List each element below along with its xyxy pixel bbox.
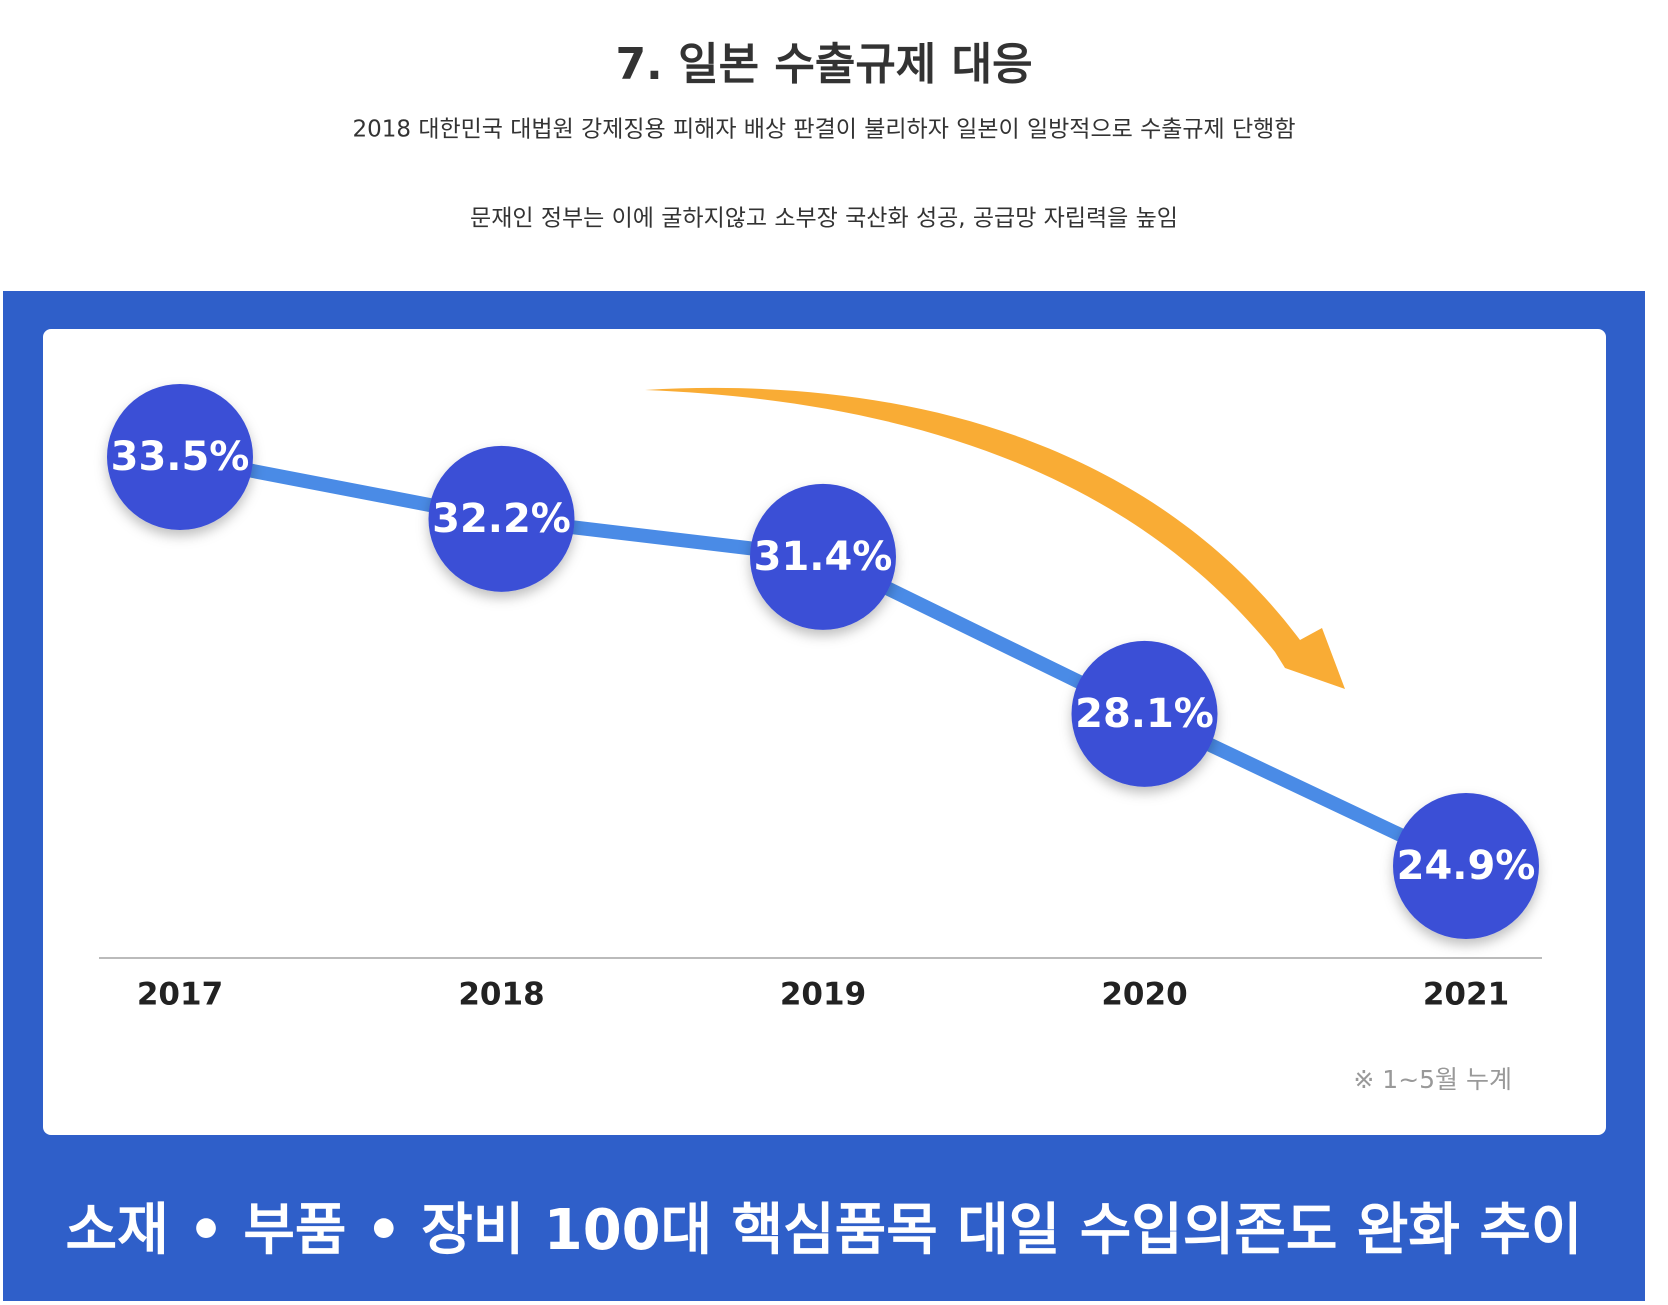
- value-label: 24.9%: [1397, 843, 1536, 889]
- plot: 2017 2018 2019 2020 2021 33.5% 32.2% 31.4% 28.1%…: [107, 384, 1539, 1013]
- page-title: 7. 일본 수출규제 대응: [615, 39, 1032, 90]
- point: [1393, 793, 1539, 939]
- chart-card: [43, 329, 1606, 1135]
- value-label: 31.4%: [754, 534, 893, 580]
- value-label: 33.5%: [111, 434, 250, 480]
- description: 문재인 정부는 이에 굴하지않고 소부장 국산화 성공, 공급망 자립력을 높임: [470, 206, 1178, 232]
- chart-title: 소재 • 부품 • 장비 100대 핵심품목 대일 수입의존도 완화 추이: [66, 1198, 1583, 1263]
- trend-arrow: [645, 387, 1345, 689]
- value-label: 28.1%: [1075, 691, 1214, 737]
- point: [1071, 640, 1218, 787]
- value-label: 32.2%: [432, 496, 571, 542]
- note: ※ 1~5월 누계: [1353, 1065, 1512, 1094]
- x-tick-label: 2017: [137, 977, 223, 1013]
- point: [750, 483, 896, 630]
- x-tick-label: 2020: [1101, 977, 1187, 1013]
- x-tick-label: 2021: [1423, 977, 1509, 1013]
- x-tick-label: 2018: [458, 977, 544, 1013]
- point: [107, 384, 253, 530]
- description: 2018 대한민국 대법원 강제징용 피해자 배상 판결이 불리하자 일본이 일…: [352, 117, 1295, 143]
- point: [428, 445, 575, 592]
- x-tick-label: 2019: [780, 977, 866, 1013]
